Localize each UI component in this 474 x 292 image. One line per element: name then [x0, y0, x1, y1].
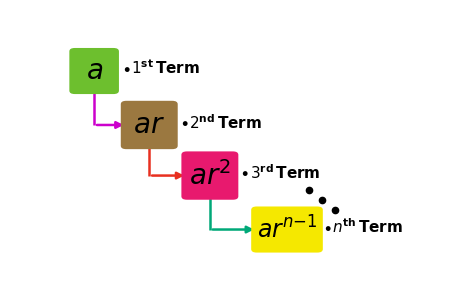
Text: $\bullet$: $\bullet$	[322, 218, 331, 236]
FancyBboxPatch shape	[121, 101, 178, 149]
Text: $\mathit{ar}$: $\mathit{ar}$	[133, 111, 165, 139]
Text: $3^{\mathregular{rd}}\,$Term: $3^{\mathregular{rd}}\,$Term	[249, 163, 320, 182]
Text: $1^{\mathregular{st}}\,$Term: $1^{\mathregular{st}}\,$Term	[131, 58, 201, 77]
Text: $n^{\mathregular{th}}\,$Term: $n^{\mathregular{th}}\,$Term	[332, 217, 403, 236]
FancyBboxPatch shape	[251, 206, 323, 253]
Text: $\bullet$: $\bullet$	[121, 59, 131, 77]
Text: $\bullet$: $\bullet$	[179, 113, 188, 131]
Text: $\mathit{a}$: $\mathit{a}$	[86, 57, 103, 85]
FancyBboxPatch shape	[69, 48, 119, 94]
Text: $2^{\mathregular{nd}}\,$Term: $2^{\mathregular{nd}}\,$Term	[189, 113, 262, 132]
FancyBboxPatch shape	[182, 151, 238, 200]
Text: $\bullet$: $\bullet$	[239, 163, 249, 181]
Text: $\mathit{ar}^{\mathit{2}}$: $\mathit{ar}^{\mathit{2}}$	[189, 161, 231, 190]
Text: $\mathit{ar}^{\mathit{n}{-}\mathit{1}}$: $\mathit{ar}^{\mathit{n}{-}\mathit{1}}$	[257, 216, 317, 243]
